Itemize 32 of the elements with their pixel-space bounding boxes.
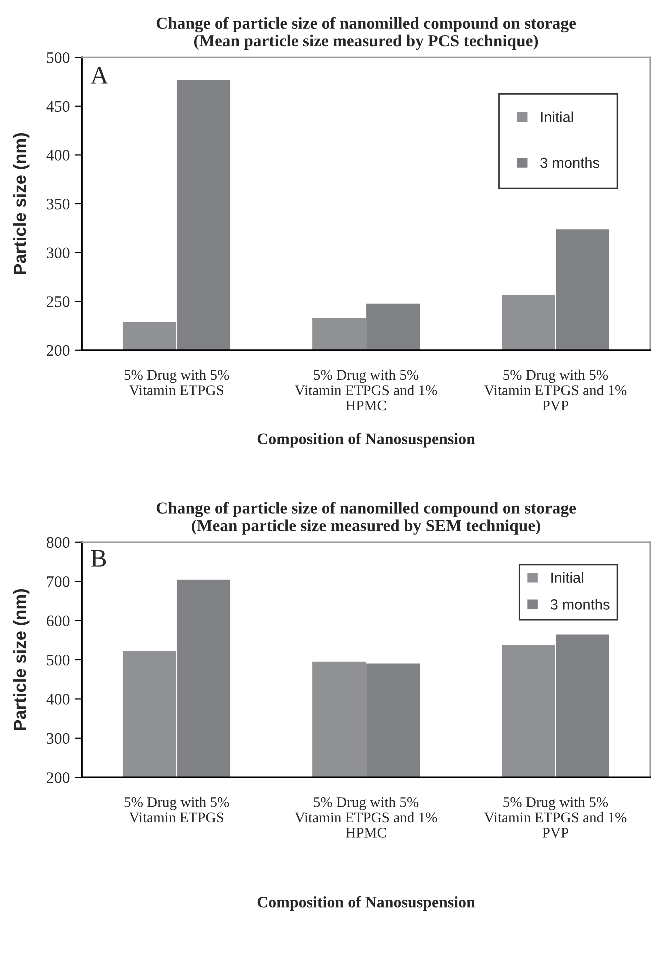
y-tick-label: 200 bbox=[47, 772, 70, 784]
y-axis-title: Particle size (nm) bbox=[14, 133, 30, 274]
legend-label: 3 months bbox=[550, 599, 610, 610]
legend-label: 3 months bbox=[540, 158, 600, 168]
y-tick-label: 300 bbox=[47, 733, 70, 744]
y-tick-label: 200 bbox=[47, 345, 70, 356]
y-tick-label: 400 bbox=[46, 694, 70, 705]
x-tick-label: 5% Drug with 5% Vitamin ETPGS bbox=[124, 370, 230, 396]
y-tick-label: 500 bbox=[47, 654, 70, 666]
y-tick-label: 600 bbox=[47, 616, 70, 626]
chart-title: Change of particle size of nanomilled compound on storage (Mean particle size measured by PCS technique) bbox=[156, 17, 576, 50]
legend-label: Initial bbox=[541, 112, 574, 122]
x-tick-label: 5% Drug with 5% Vitamin ETPGS and 1% HPMC bbox=[294, 797, 438, 838]
annotation: B bbox=[91, 550, 106, 567]
x-axis-title: Composition of Nanosuspension bbox=[258, 433, 476, 448]
y-tick-label: 800 bbox=[46, 537, 70, 548]
chart-title: Change of particle size of nanomilled compound on storage (Mean particle size measured by SEM technique) bbox=[156, 502, 576, 535]
x-axis-title: Composition of Nanosuspension bbox=[258, 896, 476, 912]
y-tick-label: 350 bbox=[47, 198, 70, 210]
annotation: A bbox=[90, 67, 109, 84]
x-tick-label: 5% Drug with 5% Vitamin ETPGS and 1% PVP bbox=[484, 797, 627, 838]
legend-label: Initial bbox=[552, 572, 584, 584]
x-tick-label: 5% Drug with 5% Vitamin ETPGS bbox=[124, 797, 230, 823]
y-tick-label: 700 bbox=[47, 576, 70, 588]
y-tick-label: 400 bbox=[46, 150, 70, 161]
y-axis-title: Particle size (nm) bbox=[14, 589, 30, 730]
y-tick-label: 250 bbox=[47, 296, 70, 308]
y-tick-label: 500 bbox=[47, 52, 70, 64]
y-tick-label: 300 bbox=[47, 248, 70, 258]
x-tick-label: 5% Drug with 5% Vitamin ETPGS and 1% HPMC bbox=[294, 370, 438, 411]
x-tick-label: 5% Drug with 5% Vitamin ETPGS and 1% PVP bbox=[484, 370, 627, 411]
y-tick-label: 450 bbox=[46, 101, 70, 112]
